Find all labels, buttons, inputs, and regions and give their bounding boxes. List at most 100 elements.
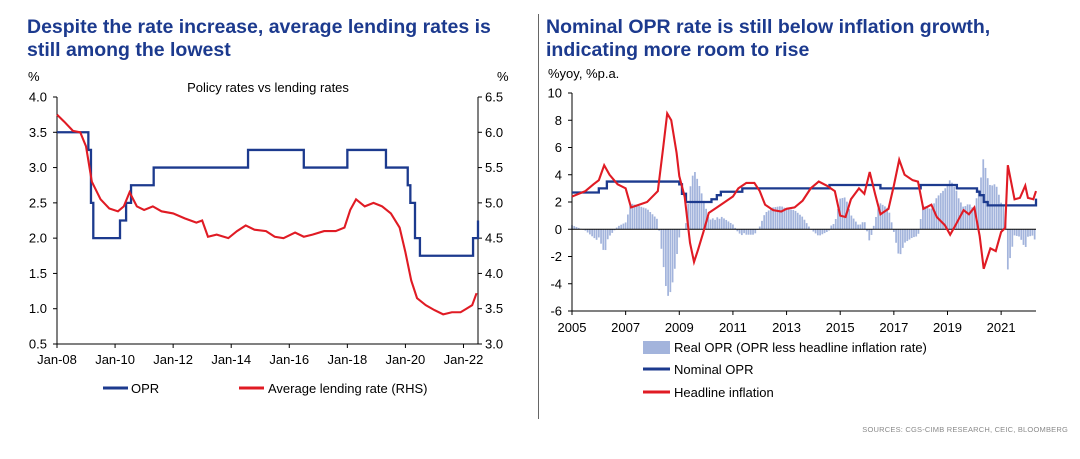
real-opr-bar [736,229,739,232]
real-opr-bar [595,229,598,240]
real-opr-bar [799,214,801,230]
real-opr-bar [848,209,851,230]
right-y-tick-label: 5.5 [485,160,503,175]
real-opr-bar [814,229,817,234]
real-opr-bar [884,206,886,230]
source-note: SOURCES: CGS-CIMB RESEARCH, CEIC, BLOOMB… [862,425,1068,434]
real-opr-bar [597,229,600,238]
real-opr-bar [738,229,741,234]
real-opr-bar [575,226,578,230]
legend-inflation-label: Headline inflation [674,385,774,400]
real-opr-bar [852,218,855,230]
real-opr-bar [812,229,815,232]
real-opr-bar [924,206,927,230]
real-opr-bar [1022,229,1025,245]
left-y-tick-label: 1.5 [29,266,47,281]
left-y-tick-label: 0.5 [29,337,47,352]
real-opr-bar [1033,229,1036,240]
x-tick-label: 2013 [772,320,801,335]
real-opr-bar [803,219,806,230]
real-opr-bar [591,229,593,237]
real-opr-bar [939,193,942,230]
real-opr-bar [673,229,676,269]
real-opr-bar [1020,229,1023,240]
real-opr-bar [906,229,909,242]
left-y-tick-label: 2.0 [29,231,47,246]
x-tick-label: Jan-10 [95,352,135,367]
x-tick-label: Jan-16 [269,352,309,367]
real-opr-bar [752,229,754,235]
real-opr-bar [886,207,889,230]
real-opr-bar [761,220,763,230]
right-y-tick-label: 6.0 [485,125,503,140]
real-opr-bar [642,207,645,230]
real-opr-bar [984,167,987,230]
real-opr-bar [671,229,674,283]
real-opr-bar [948,180,951,230]
real-opr-bar [787,209,790,230]
real-opr-bar [584,229,587,231]
real-opr-bar [968,204,971,230]
y-tick-label: -2 [550,249,562,264]
real-opr-bar [805,223,808,230]
real-opr-bar [1027,229,1029,237]
real-opr-bar [895,229,897,243]
real-opr-bar [629,206,631,230]
real-opr-bar [926,207,929,230]
real-opr-bar [863,222,866,230]
real-opr-bar [781,206,783,230]
y-tick-label: 8 [555,113,562,128]
real-opr-bar [624,222,627,230]
real-opr-bar [899,229,902,255]
real-opr-bar [808,226,810,230]
real-opr-bar [633,204,636,230]
real-opr-bar [694,172,696,230]
real-opr-bar [908,229,911,240]
real-opr-bar [816,229,819,236]
real-opr-bar [917,229,920,234]
left-y-tick-label: 3.0 [29,160,47,175]
real-opr-bar [1029,229,1032,237]
opr-line [57,131,480,257]
real-opr-bar [928,208,931,230]
x-tick-label: Jan-14 [211,352,251,367]
real-opr-bar [770,208,772,230]
real-opr-bar [658,229,661,231]
right-y-tick-label: 6.5 [485,90,503,105]
real-opr-bar [971,207,973,230]
real-opr-bar [790,209,792,230]
real-opr-bar [732,224,734,230]
right-y-tick-label: 3.0 [485,337,503,352]
policy-vs-lending-chart: Policy rates vs lending rates% % 4.0 3.5 3.0… [28,69,509,396]
real-opr-bar [868,229,871,241]
real-opr-bar [669,229,672,293]
real-opr-bar [716,217,719,230]
real-opr-bar [901,229,904,248]
real-opr-bar [913,229,915,238]
real-opr-bar [660,229,663,249]
real-opr-bar [930,208,933,230]
headline-inflation-line [571,110,1037,270]
real-opr-bar [973,210,976,230]
real-opr-bar [841,198,844,230]
real-opr-bar [647,209,649,230]
real-opr-bar [573,226,576,230]
real-opr-bar [749,229,752,235]
x-tick-label: Jan-08 [37,352,77,367]
real-opr-bar [662,229,665,268]
real-opr-bar [857,224,859,230]
real-opr-bar [678,229,681,238]
x-tick-label: Jan-22 [444,352,484,367]
real-opr-bar [944,188,947,230]
real-opr-bar [696,178,699,230]
real-opr-bar [1018,229,1020,237]
real-opr-bar [825,229,828,232]
real-opr-bar [772,207,775,230]
real-opr-bar [953,186,956,230]
real-opr-bar [904,229,906,243]
real-opr-bar [702,200,705,230]
real-opr-bar [714,219,716,230]
right-y-tick-label: 3.5 [485,301,503,316]
chart-title: Policy rates vs lending rates [187,80,349,95]
